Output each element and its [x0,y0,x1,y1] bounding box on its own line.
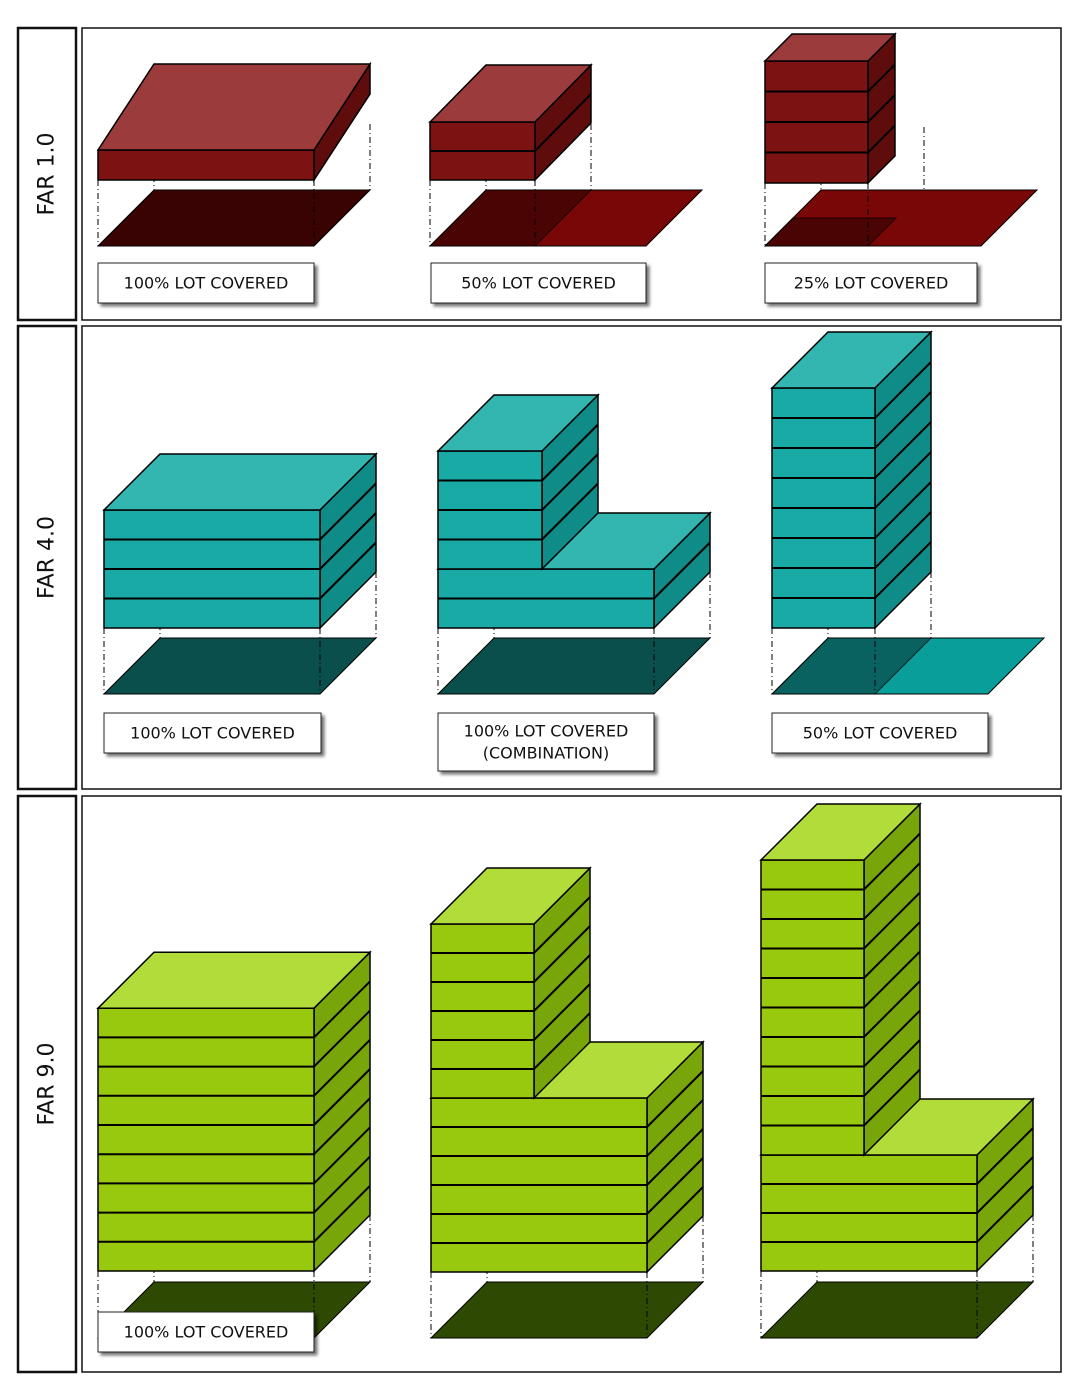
building-top-face [759,803,922,861]
caption-text: 100% LOT COVERED [130,724,295,743]
building-massing [429,866,592,1100]
floor-line [319,482,377,541]
caption-frame [97,1311,315,1353]
building-top-face [102,453,378,511]
floor-line [874,391,932,449]
caption-text: (COMBINATION) [483,744,609,763]
floor-line [976,1185,1034,1243]
floor-line [313,1068,371,1126]
caption-frame [437,712,655,772]
floor-line [313,1126,371,1185]
floor-line [646,1070,704,1128]
building-front-face [97,149,315,181]
floor-line [533,983,591,1041]
caption-box: 100% LOT COVERED [97,262,315,304]
caption-box: 100% LOT COVERED [97,1311,315,1353]
far-label: FAR 9.0 [35,1043,60,1126]
caption-text: 100% LOT COVERED [124,274,289,293]
floor-line [874,361,932,419]
far-label: FAR 1.0 [35,133,60,216]
building-top-face [96,951,372,1009]
caption-box: 100% LOT COVERED [103,712,322,754]
floor-line [533,954,591,1012]
floor-line [534,93,592,152]
caption-frame [430,262,647,304]
caption-text: 50% LOT COVERED [803,724,958,743]
caption-frame [771,712,989,754]
caption-box: 100% LOT COVERED (COMBINATION) [437,712,655,772]
floor-line [863,1068,921,1127]
caption-text: 25% LOT COVERED [794,274,949,293]
building-top-face [428,64,593,123]
far-label-panel [16,324,78,791]
building-massing [428,63,593,182]
floor-line [863,832,921,891]
building-massing [759,802,922,1157]
floor-line [874,541,932,599]
far-label: FAR 4.0 [35,516,60,599]
far-label-panel [16,794,78,1374]
building-massing [96,61,372,183]
floor-line [541,453,599,511]
floor-line [863,891,921,950]
floor-line [653,541,711,600]
caption-frame [103,712,322,754]
floor-line [541,423,599,482]
floor-line [863,921,921,979]
building-massing [770,330,933,630]
floor-line [533,896,591,954]
floor-line [863,980,921,1038]
caption-frame [764,262,978,304]
covered-area [763,217,898,247]
floor-line [863,862,921,920]
building-massing [96,950,372,1273]
caption-text: 100% LOT COVERED [124,1323,289,1342]
floor-line [319,512,377,570]
floor-line [646,1099,704,1157]
floor-line [313,1009,371,1068]
floor-line [867,63,896,93]
floor-line [533,925,591,983]
floor-line [863,1039,921,1097]
floor-line [863,1009,921,1068]
floor-line [313,1097,371,1155]
caption-box: 25% LOT COVERED [764,262,978,304]
floor-line [867,124,896,154]
building-massing [436,393,600,571]
caption-text: 100% LOT COVERED [464,722,629,741]
floor-line [313,980,371,1039]
caption-box: 50% LOT COVERED [771,712,989,754]
building-massing [763,32,897,185]
caption-box: 50% LOT COVERED [430,262,647,304]
building-massing [429,1040,705,1274]
floor-line [874,481,932,539]
caption-frame [97,262,315,304]
floor-line [533,1012,591,1070]
floor-line [313,1039,371,1097]
floor-line [863,950,921,1009]
floor-line [313,1155,371,1214]
floor-line [646,1186,704,1244]
building-top-face [436,394,600,452]
building-top-face [429,867,592,925]
floor-line [976,1156,1034,1214]
far-label-panel [16,26,78,322]
floor-line [874,511,932,569]
floor-line [874,451,932,509]
building-top-face [770,331,933,389]
floor-line [867,94,896,123]
floor-line [313,1185,371,1243]
caption-text: 50% LOT COVERED [461,274,616,293]
floor-line [541,482,599,541]
building-top-face [96,63,372,151]
floor-line [874,421,932,479]
building-top-face [763,33,897,62]
floor-line [646,1157,704,1215]
floor-line [319,541,377,600]
floor-line [646,1128,704,1186]
building-massing [102,452,378,630]
floor-line [976,1127,1034,1185]
building-front-face [97,1007,315,1272]
